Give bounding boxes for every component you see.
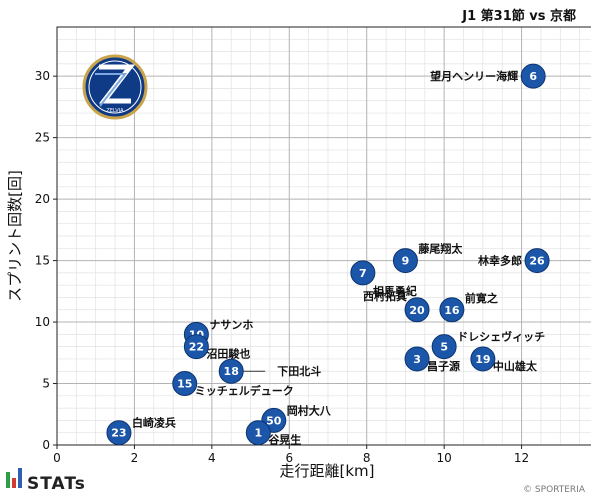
player-name-label: 林幸多郎 [478, 254, 522, 268]
player-name-label: 藤尾翔太 [418, 242, 463, 256]
y-tick-label: 5 [42, 377, 50, 391]
player-number-label: 6 [529, 70, 537, 83]
y-tick-label: 15 [35, 254, 50, 268]
player-name-label: 相馬勇紀 [373, 284, 417, 298]
copyright: © SPORTERIA [523, 485, 586, 495]
player-name-label: 望月ヘンリー海輝 [430, 69, 518, 83]
player-number-label: 19 [475, 353, 490, 366]
plot-frame [56, 26, 591, 446]
svg-text:ZELVIA: ZELVIA [106, 108, 124, 114]
player-marker [520, 63, 546, 89]
player-number-label: 5 [440, 341, 448, 354]
player-point: 相馬勇紀 7 [350, 260, 417, 298]
player-marker [172, 371, 198, 397]
y-axis-label: スプリント回数[回] [6, 170, 24, 302]
zelvia-emblem: ZELVIA [82, 54, 148, 120]
y-tick-label: 30 [35, 69, 50, 83]
x-tick-label: 8 [363, 451, 371, 465]
player-point: 谷晃生 1 [245, 420, 301, 447]
player-point: 望月ヘンリー海輝 6 [430, 63, 546, 89]
player-number-label: 20 [409, 304, 425, 317]
x-tick-label: 4 [208, 451, 216, 465]
player-point: 林幸多郎 26 [478, 248, 550, 274]
player-point: 前寛之 16 [439, 291, 498, 323]
player-number-label: 7 [359, 267, 367, 280]
player-marker [404, 297, 430, 323]
player-marker [183, 334, 209, 360]
player-point: 岡村大八 50 [261, 403, 332, 433]
player-name-label: 岡村大八 [287, 403, 332, 417]
player-name-label: 中山雄太 [493, 359, 538, 373]
player-number-label: 3 [413, 353, 421, 366]
x-tick-label: 6 [285, 451, 293, 465]
player-name-label: 白崎凌兵 [132, 416, 176, 430]
stats-bar-green [6, 472, 10, 488]
y-tick-label: 25 [35, 131, 50, 145]
player-name-label: 沼田駿也 [206, 347, 250, 361]
player-name-label: ドレシェヴィッチ [457, 330, 545, 344]
stats-brand: STATs [27, 474, 86, 494]
player-point: 昌子源 3 [404, 346, 460, 373]
player-point: ドレシェヴィッチ 5 [431, 330, 545, 360]
player-number-label: 23 [111, 427, 126, 440]
player-number-label: 22 [189, 341, 204, 354]
player-marker [431, 334, 457, 360]
player-name-label: 下田北斗 [277, 364, 321, 378]
player-number-label: 1 [254, 427, 262, 440]
player-marker [404, 346, 430, 372]
player-point: 下田北斗 18 [218, 358, 321, 384]
stats-bar-blue [18, 468, 22, 488]
player-number-label: 26 [529, 255, 545, 268]
player-name-label: 谷晃生 [268, 433, 301, 447]
player-marker [350, 260, 376, 286]
player-name-label: ナサンホ [209, 318, 253, 331]
y-tick-label: 20 [35, 192, 50, 206]
player-name-label: 昌子源 [427, 359, 460, 373]
x-tick-label: 0 [53, 451, 61, 465]
player-marker [392, 248, 418, 274]
player-number-label: 9 [402, 255, 410, 268]
player-number-label: 15 [177, 378, 192, 391]
x-tick-label: 10 [437, 451, 452, 465]
player-number-label: 18 [224, 365, 239, 378]
plot-area: 02468101214051015202530 望月ヘンリー海輝6藤尾翔太9林幸… [35, 26, 591, 465]
axes: 02468101214051015202530 [35, 26, 591, 465]
stats-bar-red [12, 478, 16, 488]
player-marker [245, 420, 271, 446]
player-point: 藤尾翔太 9 [392, 242, 463, 274]
y-tick-label: 10 [35, 315, 50, 329]
player-name-label: 前寛之 [465, 291, 498, 305]
player-name-label: 西村拓真 [363, 289, 407, 303]
player-number-label: 16 [444, 304, 460, 317]
player-marker [470, 346, 496, 372]
player-point: 白崎凌兵 23 [106, 416, 176, 446]
player-number-label: 50 [266, 414, 282, 427]
stats-logo: STATs [6, 468, 86, 494]
x-axis-label: 走行距離[km] [279, 462, 374, 480]
player-marker [524, 248, 550, 274]
match-title: J1 第31節 vs 京都 [461, 8, 576, 24]
x-tick-label: 12 [514, 451, 529, 465]
player-marker [106, 420, 132, 446]
y-tick-label: 0 [42, 438, 50, 452]
player-marker [439, 297, 465, 323]
x-tick-label: 2 [131, 451, 139, 465]
player-name-label: ミッチェルデューク [195, 384, 294, 398]
player-marker [218, 358, 244, 384]
